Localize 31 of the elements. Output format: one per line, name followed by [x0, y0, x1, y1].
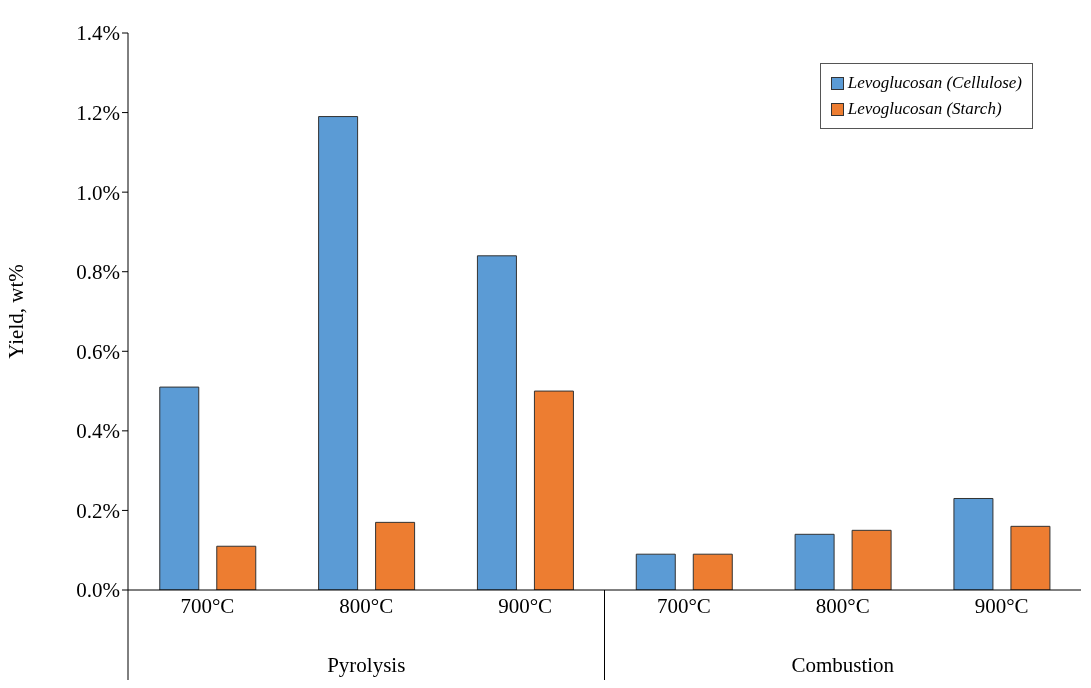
bar	[953, 497, 994, 590]
y-tick-label: 1.2%	[76, 101, 120, 126]
text: Pyrolysis	[327, 653, 406, 677]
text: Combustion	[791, 653, 895, 677]
bar	[635, 553, 676, 590]
legend-label: Levoglucosan (Starch)	[847, 98, 1002, 120]
x-tick-label: 800°C	[815, 593, 870, 618]
y-tick-label: 0.2%	[76, 498, 120, 523]
bar	[216, 545, 257, 590]
x-tick-label: 900°C	[498, 593, 553, 618]
x-tick-label: 800°C	[339, 593, 394, 618]
x-tick-label: 900°C	[974, 593, 1029, 618]
y-tick-label: 0.6%	[76, 339, 120, 364]
bar	[318, 116, 359, 590]
bar	[375, 521, 416, 590]
y-tick-label: 0.8%	[76, 260, 120, 285]
bar	[1010, 525, 1051, 590]
y-tick-label: 0.0%	[76, 578, 120, 603]
y-tick-label: 1.0%	[76, 180, 120, 205]
y-tick-label: 1.4%	[76, 21, 120, 46]
legend-label: Levoglucosan (Cellulose)	[847, 72, 1022, 94]
bar	[794, 533, 835, 590]
bar	[851, 529, 892, 590]
y-tick-label: 0.4%	[76, 419, 120, 444]
y-axis-title: Yield, wt%	[4, 264, 29, 359]
x-tick-label: 700°C	[656, 593, 711, 618]
bar	[476, 255, 517, 590]
bar	[159, 386, 200, 590]
x-tick-label: 700°C	[180, 593, 235, 618]
bar	[533, 390, 574, 590]
bar	[692, 553, 733, 590]
